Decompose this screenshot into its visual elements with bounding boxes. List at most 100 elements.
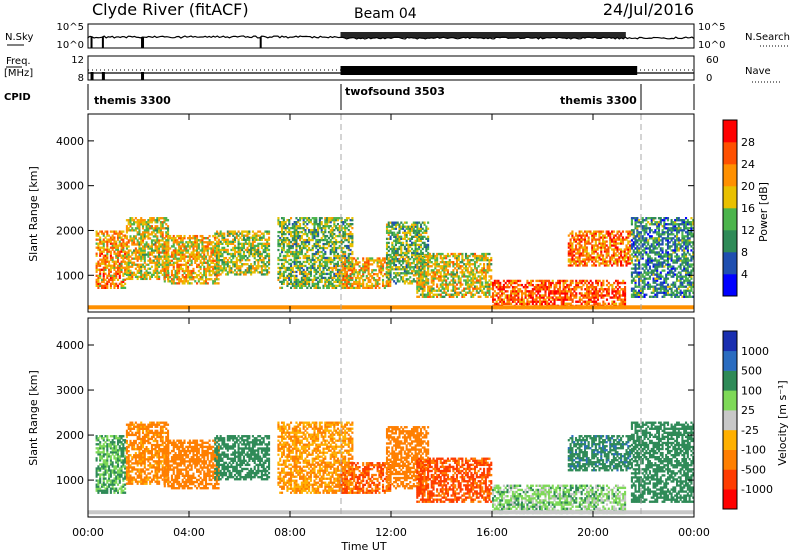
power-cell (385, 229, 389, 232)
power-cell (510, 279, 513, 283)
power-cell (138, 223, 141, 226)
power-cell (127, 249, 130, 252)
power-cell (562, 296, 565, 299)
power-cell (329, 230, 332, 234)
power-cell (244, 263, 247, 266)
power-cell (210, 261, 213, 264)
power-cell (253, 240, 256, 243)
power-cell (461, 289, 464, 292)
power-cell (372, 261, 376, 264)
power-cell (159, 269, 162, 272)
power-cell (614, 285, 618, 289)
power-cell (542, 279, 545, 283)
power-cell (452, 273, 455, 276)
power-cell (351, 219, 354, 222)
power-cell (259, 254, 262, 258)
power-cell (106, 238, 109, 241)
power-cell (347, 240, 350, 244)
power-cell (376, 263, 379, 266)
power-cell (398, 261, 401, 265)
power-cell (246, 250, 249, 254)
power-cell (129, 219, 132, 222)
power-cell (396, 221, 399, 224)
power-cell (196, 251, 199, 254)
power-cell (156, 231, 159, 234)
power-cell (324, 228, 327, 232)
power-cell (452, 269, 455, 272)
power-cell (381, 280, 385, 284)
power-cell (194, 261, 197, 264)
power-cell (277, 266, 280, 270)
power-cell (120, 270, 123, 273)
power-cell (147, 233, 150, 236)
power-cell (613, 300, 616, 303)
power-cell (129, 229, 132, 232)
power-cell (309, 266, 312, 270)
power-cell (288, 238, 291, 242)
power-cell (317, 226, 320, 230)
power-cell (140, 237, 143, 240)
power-cell (517, 290, 520, 293)
power-cell (165, 223, 168, 226)
power-cell (188, 257, 191, 260)
power-cell (282, 278, 285, 282)
power-cell (400, 259, 403, 263)
power-cell (203, 245, 206, 248)
power-cell (219, 232, 222, 235)
freq-right-tick-top: 60 (706, 55, 719, 66)
power-cell (436, 293, 439, 296)
power-cell (574, 264, 578, 267)
power-cell (385, 284, 388, 288)
power-cell (345, 278, 349, 282)
power-cell (452, 271, 455, 274)
power-cell (206, 251, 209, 254)
power-cell (113, 268, 116, 271)
power-cell (327, 272, 330, 276)
power-cell (591, 260, 594, 263)
power-cell (237, 273, 240, 276)
power-cell (333, 262, 336, 266)
power-cell (571, 242, 574, 245)
power-cell (167, 225, 170, 228)
power-cell (306, 266, 309, 270)
power-cell (502, 288, 505, 291)
power-cell (295, 260, 298, 264)
power-cell (99, 272, 102, 275)
power-cell (499, 300, 502, 303)
power-cell (181, 263, 184, 267)
power-cell (206, 259, 209, 262)
power-cell (595, 302, 598, 306)
power-cell (418, 247, 421, 251)
power-cell (317, 248, 320, 252)
power-cell (159, 235, 162, 238)
power-cell (484, 291, 487, 294)
power-cell (313, 260, 316, 264)
power-cell (318, 268, 321, 272)
power-cell (365, 257, 368, 260)
power-cell (159, 263, 162, 266)
power-cell (242, 242, 246, 246)
power-cell (371, 257, 374, 260)
power-cell (304, 244, 307, 248)
power-cell (280, 223, 284, 226)
power-cell (183, 259, 186, 262)
power-cell (466, 275, 469, 278)
power-cell (531, 300, 534, 303)
power-cell (340, 263, 343, 266)
power-cell (226, 263, 229, 266)
power-cell (367, 286, 370, 290)
power-cell (214, 234, 217, 237)
power-cell (434, 275, 437, 278)
power-cell (423, 221, 426, 224)
power-cell (295, 274, 298, 278)
power-cell (452, 293, 455, 296)
power-cell (578, 244, 581, 247)
power-cell (418, 275, 421, 278)
power-cell (407, 255, 410, 259)
power-cell (412, 231, 415, 234)
power-cell (333, 248, 336, 252)
power-cell (138, 253, 141, 256)
power-cell (322, 248, 325, 252)
power-cell (280, 258, 284, 262)
power-cell (405, 241, 408, 245)
